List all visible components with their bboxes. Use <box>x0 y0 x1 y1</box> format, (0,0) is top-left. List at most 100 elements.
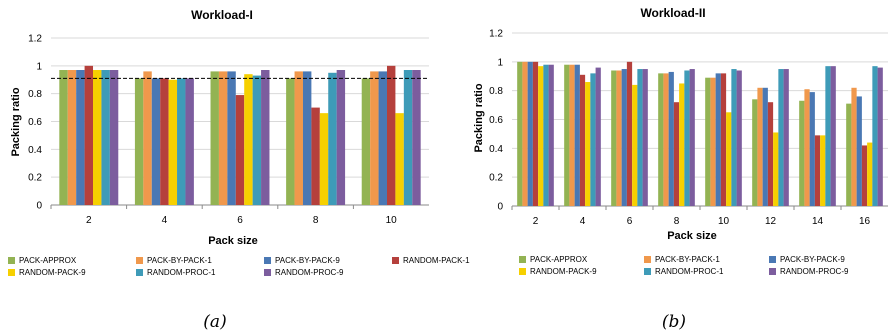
bars <box>517 61 883 207</box>
bar <box>517 61 523 207</box>
legend-label: PACK-BY-PACK-9 <box>780 255 845 264</box>
bar <box>783 69 789 207</box>
x-tick-label: 10 <box>718 216 730 227</box>
bar <box>679 83 685 206</box>
y-tick-labels: 0 0.2 0.4 0.6 0.8 1 1.2 <box>489 29 503 213</box>
bar <box>867 142 873 206</box>
chart-workload-i: Workload-I Packing ratio Pack size 0 0.2 0… <box>8 8 470 332</box>
legend-label: PACK-APPROX <box>19 256 77 265</box>
y-tick-label: 0.8 <box>28 89 42 100</box>
bar <box>294 71 303 206</box>
x-tick-label: 2 <box>533 216 539 227</box>
legend-label: PACK-BY-PACK-1 <box>147 256 212 265</box>
bar <box>830 66 836 207</box>
bar <box>590 73 596 206</box>
legend-swatch <box>392 257 399 264</box>
bar <box>856 96 862 206</box>
bars <box>59 65 421 206</box>
bar <box>757 87 763 206</box>
legend-label: RANDOM-PACK-1 <box>403 256 470 265</box>
bar <box>210 71 219 206</box>
bar <box>235 95 245 205</box>
bar <box>851 87 857 206</box>
bar <box>261 70 270 205</box>
bar <box>715 73 721 206</box>
bar <box>286 78 295 205</box>
bar <box>726 112 732 206</box>
x-tick-label: 2 <box>86 215 92 226</box>
bar <box>244 74 253 205</box>
bar <box>846 103 852 206</box>
y-tick-label: 0.2 <box>28 173 42 184</box>
y-tick-label: 1.2 <box>489 29 503 40</box>
legend-label: RANDOM-PROC-1 <box>655 267 724 276</box>
legend-swatch <box>8 269 15 276</box>
bar <box>361 78 371 205</box>
legend-label: RANDOM-PROC-9 <box>780 267 849 276</box>
bar <box>532 61 539 207</box>
bar <box>569 64 575 206</box>
bar <box>311 107 320 205</box>
bar <box>611 70 617 206</box>
bar <box>93 70 102 205</box>
bar <box>778 69 784 207</box>
y-tick-label: 0 <box>497 202 503 213</box>
bar <box>134 78 144 205</box>
chart-workload-ii: Workload-II Packing ratio Pack size 0 0.2… <box>473 6 888 332</box>
y-tick-label: 0.6 <box>489 115 503 126</box>
bar <box>773 132 779 206</box>
bar <box>328 72 337 206</box>
bar <box>663 73 669 206</box>
x-tick-label: 14 <box>812 216 824 227</box>
x-tick-label: 8 <box>313 215 319 226</box>
bar <box>585 82 591 206</box>
x-tick-label: 4 <box>162 215 168 226</box>
bar <box>621 69 627 207</box>
bar <box>637 69 643 207</box>
x-tick-label: 6 <box>627 216 633 227</box>
y-tick-label: 1 <box>36 61 42 72</box>
bar <box>522 61 528 207</box>
y-tick-label: 0 <box>36 201 42 212</box>
bar <box>160 78 169 205</box>
bar <box>59 70 68 205</box>
bar <box>762 87 768 206</box>
bar <box>872 66 878 207</box>
bar <box>799 100 805 206</box>
bar <box>177 78 186 205</box>
bar <box>76 70 85 205</box>
y-tick-labels: 0 0.2 0.4 0.6 0.8 1 1.2 <box>28 34 42 212</box>
legend: PACK-APPROX PACK-BY-PACK-1 PACK-BY-PACK-9 R… <box>8 256 470 277</box>
chart-title: Workload-II <box>640 6 705 20</box>
bar <box>548 64 554 206</box>
legend-swatch <box>769 256 776 263</box>
bar <box>673 102 680 206</box>
bar <box>378 71 387 206</box>
bar <box>668 71 674 206</box>
x-axis-label: Pack size <box>208 235 258 247</box>
chart-title: Workload-I <box>191 8 253 22</box>
x-tick-label: 8 <box>674 216 680 227</box>
legend-label: PACK-BY-PACK-1 <box>655 255 720 264</box>
bar <box>538 66 544 207</box>
legend-swatch <box>8 257 15 264</box>
bar <box>185 78 194 205</box>
y-tick-label: 1.2 <box>28 34 42 45</box>
panel-caption: (a) <box>203 312 226 332</box>
legend-label: RANDOM-PACK-9 <box>530 267 597 276</box>
bar <box>710 77 716 206</box>
bar <box>720 73 727 206</box>
legend-swatch <box>264 257 271 264</box>
x-tick-label: 4 <box>580 216 586 227</box>
bar <box>632 84 638 206</box>
legend-label: RANDOM-PACK-9 <box>19 268 86 277</box>
y-axis-label: Packing ratio <box>10 87 22 156</box>
x-tick-labels: 2 4 6 8 10 <box>50 205 397 226</box>
legend-swatch <box>136 269 143 276</box>
legend-swatch <box>519 268 526 275</box>
y-tick-label: 0.2 <box>489 173 503 184</box>
y-tick-label: 0.4 <box>28 145 42 156</box>
legend-swatch <box>519 256 526 263</box>
bar <box>616 70 622 206</box>
bar <box>143 71 152 206</box>
